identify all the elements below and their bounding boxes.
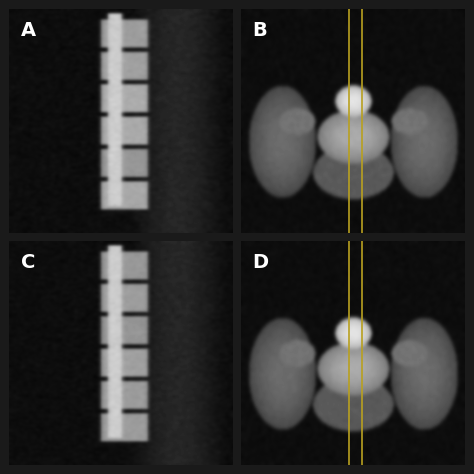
- Text: B: B: [253, 21, 267, 40]
- Text: C: C: [21, 253, 35, 272]
- Text: D: D: [253, 253, 269, 272]
- Text: A: A: [21, 21, 36, 40]
